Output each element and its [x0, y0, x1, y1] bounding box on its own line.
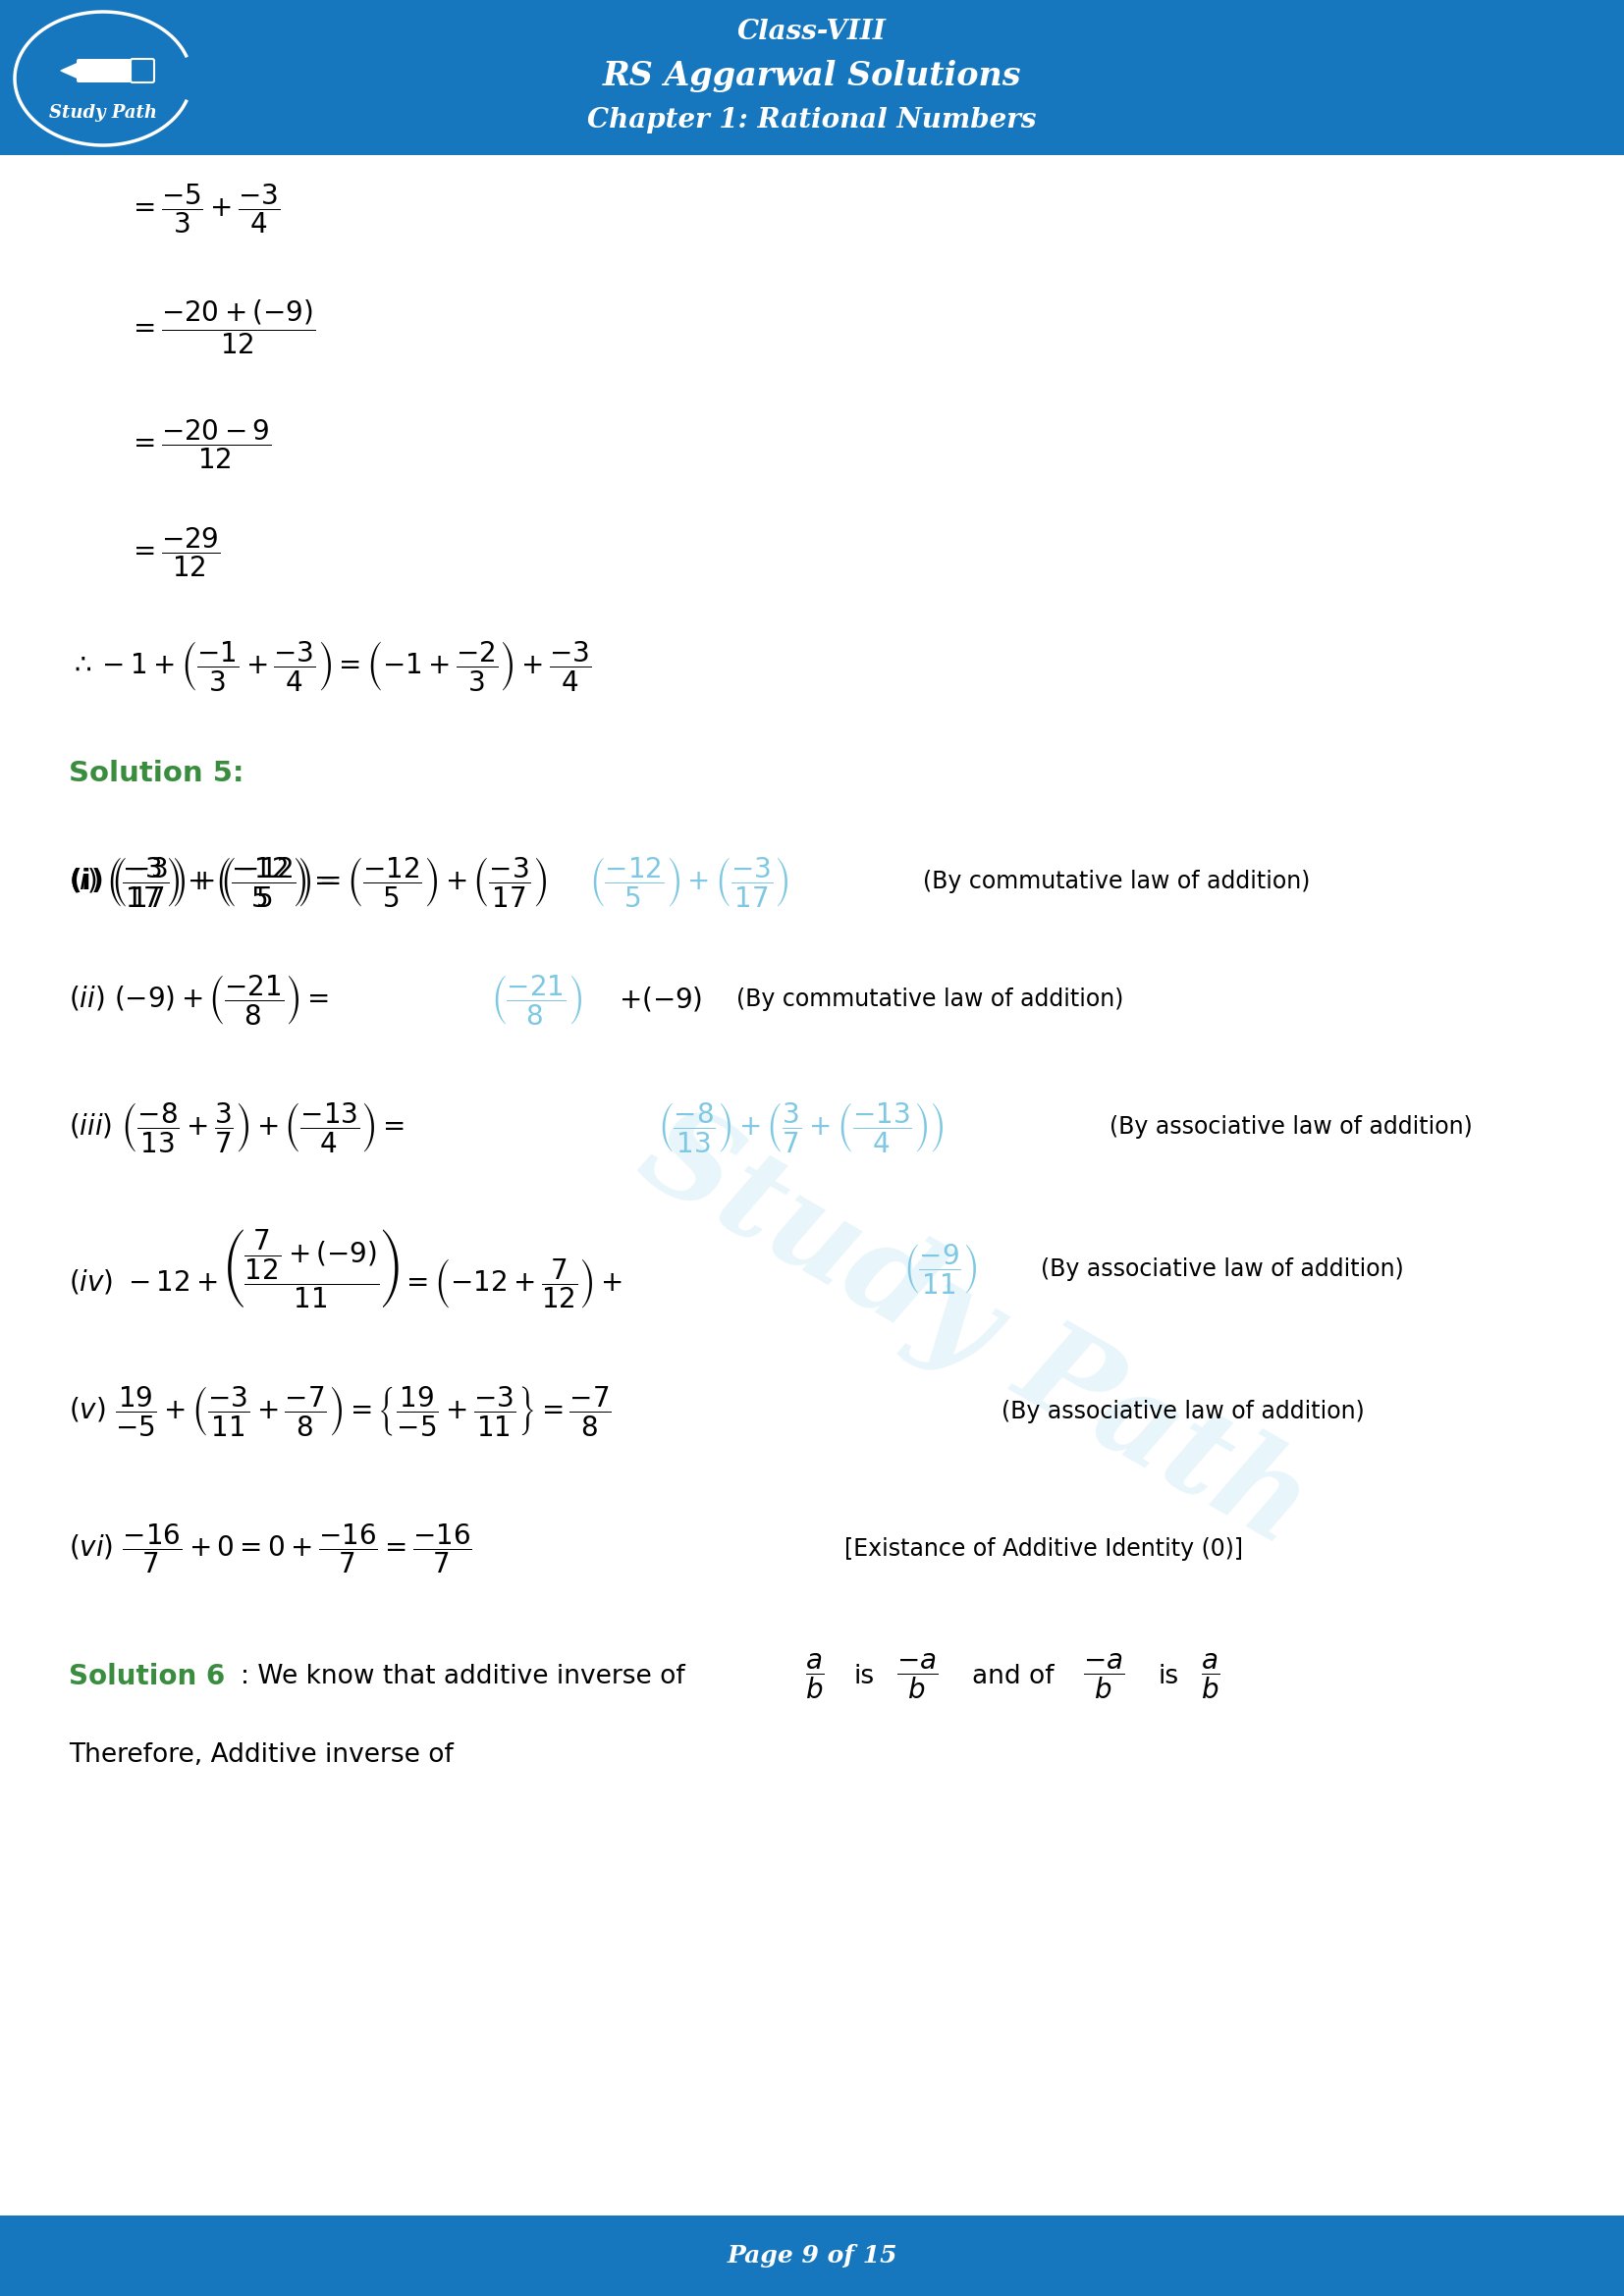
Text: $(ii)\ (-9) + \left(\dfrac{-21}{8}\right) = $: $(ii)\ (-9) + \left(\dfrac{-21}{8}\right…	[68, 971, 330, 1026]
Text: $= \dfrac{-5}{3} + \dfrac{-3}{4}$: $= \dfrac{-5}{3} + \dfrac{-3}{4}$	[128, 181, 281, 236]
Bar	[0, 2216, 1624, 2296]
Text: Class-VIII: Class-VIII	[737, 18, 887, 44]
Text: $\mathbf{(i)}\ \left(\dfrac{-3}{17}\right) + \left(\dfrac{-12}{5}\right) = \left: $\mathbf{(i)}\ \left(\dfrac{-3}{17}\righ…	[68, 854, 547, 909]
Text: and of: and of	[973, 1665, 1054, 1690]
Text: $\dfrac{-a}{b}$: $\dfrac{-a}{b}$	[896, 1651, 939, 1701]
Bar	[0, 0, 1624, 156]
Text: $(i)\ \left(\dfrac{-3}{17}\right) + \left(\dfrac{-12}{5}\right) = $: $(i)\ \left(\dfrac{-3}{17}\right) + \lef…	[68, 854, 336, 909]
Text: $\dfrac{a}{b}$: $\dfrac{a}{b}$	[806, 1651, 825, 1701]
Text: $= \dfrac{-20 - 9}{12}$: $= \dfrac{-20 - 9}{12}$	[128, 418, 271, 471]
Text: Page 9 of 15: Page 9 of 15	[728, 2243, 896, 2268]
Text: Therefore, Additive inverse of: Therefore, Additive inverse of	[68, 1743, 453, 1768]
Text: [Existance of Additive Identity (0)]: [Existance of Additive Identity (0)]	[844, 1538, 1242, 1561]
Text: $\therefore -1 + \left(\dfrac{-1}{3} + \dfrac{-3}{4}\right) = \left(-1 + \dfrac{: $\therefore -1 + \left(\dfrac{-1}{3} + \…	[68, 638, 591, 693]
Text: Solution 6: Solution 6	[68, 1662, 226, 1690]
Text: $(v)\ \dfrac{19}{-5} + \left(\dfrac{-3}{11} + \dfrac{-7}{8}\right) = \left\{\dfr: $(v)\ \dfrac{19}{-5} + \left(\dfrac{-3}{…	[68, 1384, 611, 1440]
Text: (By associative law of addition): (By associative law of addition)	[1002, 1401, 1364, 1424]
Text: (By commutative law of addition): (By commutative law of addition)	[736, 987, 1124, 1010]
Text: is: is	[1158, 1665, 1179, 1690]
Text: Solution 5:: Solution 5:	[68, 760, 244, 788]
Text: (By commutative law of addition): (By commutative law of addition)	[922, 870, 1311, 893]
Text: (By associative law of addition): (By associative law of addition)	[1109, 1116, 1473, 1139]
FancyBboxPatch shape	[76, 60, 140, 83]
Text: $+ (-9)$: $+ (-9)$	[619, 985, 703, 1013]
Text: $(vi)\ \dfrac{-16}{7} + 0 = 0 + \dfrac{-16}{7} = \dfrac{-16}{7}$: $(vi)\ \dfrac{-16}{7} + 0 = 0 + \dfrac{-…	[68, 1522, 473, 1575]
Text: $\left(\dfrac{-12}{5}\right) + \left(\dfrac{-3}{17}\right)$: $\left(\dfrac{-12}{5}\right) + \left(\df…	[590, 854, 789, 909]
Text: $= \dfrac{-20 + (-9)}{12}$: $= \dfrac{-20 + (-9)}{12}$	[128, 298, 315, 356]
Text: $(iii)\ \left(\dfrac{-8}{13} + \dfrac{3}{7}\right) + \left(\dfrac{-13}{4}\right): $(iii)\ \left(\dfrac{-8}{13} + \dfrac{3}…	[68, 1100, 404, 1155]
Text: Chapter 1: Rational Numbers: Chapter 1: Rational Numbers	[588, 106, 1036, 133]
Text: $\dfrac{-a}{b}$: $\dfrac{-a}{b}$	[1083, 1651, 1124, 1701]
FancyBboxPatch shape	[130, 60, 154, 83]
Text: $\left(\dfrac{-8}{13}\right) + \left(\dfrac{3}{7} + \left(\dfrac{-13}{4}\right)\: $\left(\dfrac{-8}{13}\right) + \left(\df…	[658, 1100, 944, 1155]
Text: (By associative law of addition): (By associative law of addition)	[1041, 1258, 1403, 1281]
Text: $\left(\dfrac{-9}{11}\right)$: $\left(\dfrac{-9}{11}\right)$	[903, 1242, 978, 1297]
Text: $\left(\dfrac{-21}{8}\right)$: $\left(\dfrac{-21}{8}\right)$	[490, 971, 583, 1026]
Text: : We know that additive inverse of: : We know that additive inverse of	[240, 1665, 685, 1690]
Text: $= \dfrac{-29}{12}$: $= \dfrac{-29}{12}$	[128, 526, 221, 579]
Text: is: is	[854, 1665, 875, 1690]
Text: $\dfrac{a}{b}$: $\dfrac{a}{b}$	[1200, 1651, 1220, 1701]
Text: Study Path: Study Path	[620, 1093, 1328, 1570]
Text: RS Aggarwal Solutions: RS Aggarwal Solutions	[603, 60, 1021, 92]
Text: $(iv)\ -12 + \left(\dfrac{\dfrac{7}{12} + (-9)}{11}\right) = \left(-12 + \dfrac{: $(iv)\ -12 + \left(\dfrac{\dfrac{7}{12} …	[68, 1228, 622, 1311]
Polygon shape	[60, 62, 78, 78]
Text: Study Path: Study Path	[49, 103, 158, 122]
